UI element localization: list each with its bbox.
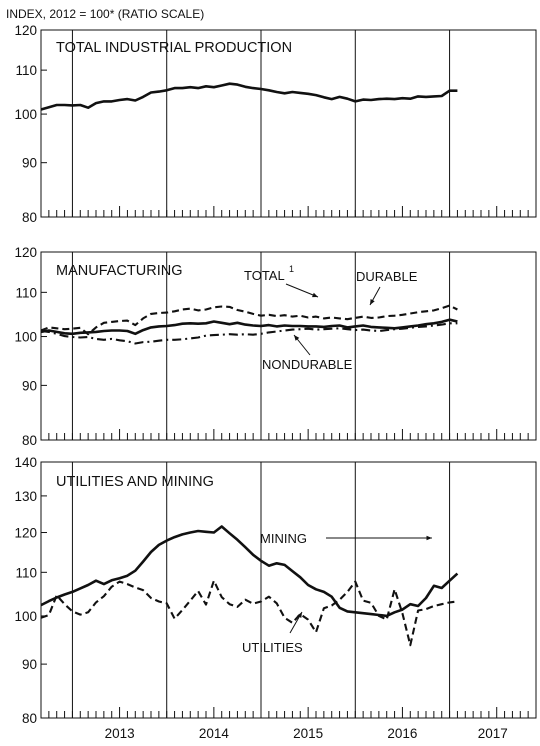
leader-durable-arrowhead	[370, 299, 375, 305]
label-utilities: UTILITIES	[242, 640, 303, 655]
y-tick-label: 90	[22, 657, 37, 672]
y-tick-label: 80	[22, 433, 37, 448]
leader-total	[285, 283, 319, 298]
series-line-total	[40, 318, 458, 336]
plot-frame	[40, 29, 537, 218]
leader-nondurable-arrowhead	[294, 335, 300, 341]
leader-total-arrowhead	[312, 292, 318, 298]
y-tick-label: 110	[15, 63, 37, 78]
panel-3-title: UTILITIES AND MINING	[56, 474, 214, 490]
plot-area-3: 80 90 100 110 120 130 140	[14, 455, 537, 726]
y-tick-label: 110	[15, 565, 37, 580]
x-year-label: 2017	[478, 726, 508, 741]
y-tick-label: 90	[22, 378, 37, 393]
y-tick-label: 100	[14, 107, 37, 122]
series-line-utilities	[40, 579, 458, 647]
leader-mining-arrowhead	[426, 535, 432, 541]
label-durable: DURABLE	[356, 269, 418, 284]
panel-1-title: TOTAL INDUSTRIAL PRODUCTION	[56, 40, 292, 56]
y-tick-label: 120	[14, 245, 37, 260]
label-total-footnote: 1	[289, 264, 294, 274]
panel-utilities-and-mining: UTILITIES AND MINING MINING UTILITIES	[56, 474, 307, 655]
plot-area-1: 80 90 100 110 120	[14, 23, 537, 225]
y-tick-label: 100	[14, 609, 37, 624]
panel-total-industrial-production: TOTAL INDUSTRIAL PRODUCTION	[56, 40, 292, 56]
label-nondurable: NONDURABLE	[262, 357, 353, 372]
label-total: TOTAL	[244, 268, 285, 283]
y-tick-label: 140	[14, 455, 37, 470]
y-tick-label: 80	[22, 210, 37, 225]
panel-2-title: MANUFACTURING	[56, 263, 182, 279]
x-year-label: 2014	[199, 726, 230, 741]
panel-manufacturing: MANUFACTURING TOTAL 1 DURABLE NONDURABLE	[56, 263, 418, 372]
plot-area-2: 80 90 100 110 120	[14, 245, 537, 448]
x-year-label: 2015	[293, 726, 323, 741]
series-line-durable	[40, 304, 458, 336]
y-tick-label: 130	[14, 489, 37, 504]
series-line-total-ip	[40, 82, 458, 111]
y-tick-label: 120	[14, 526, 37, 541]
x-year-label: 2016	[387, 726, 417, 741]
plot-frame	[40, 251, 537, 441]
index-scale-note: INDEX, 2012 = 100* (RATIO SCALE)	[6, 7, 204, 21]
series-line-nondurable	[40, 322, 458, 345]
y-tick-label: 110	[15, 285, 37, 300]
y-tick-label: 120	[14, 23, 37, 38]
y-tick-label: 90	[22, 156, 37, 171]
x-year-label: 2013	[105, 726, 135, 741]
plot-frame	[40, 461, 537, 719]
y-tick-label: 100	[14, 330, 37, 345]
y-tick-label: 80	[22, 711, 37, 726]
leader-utilities-arrowhead	[297, 612, 302, 618]
label-mining: MINING	[260, 531, 307, 546]
